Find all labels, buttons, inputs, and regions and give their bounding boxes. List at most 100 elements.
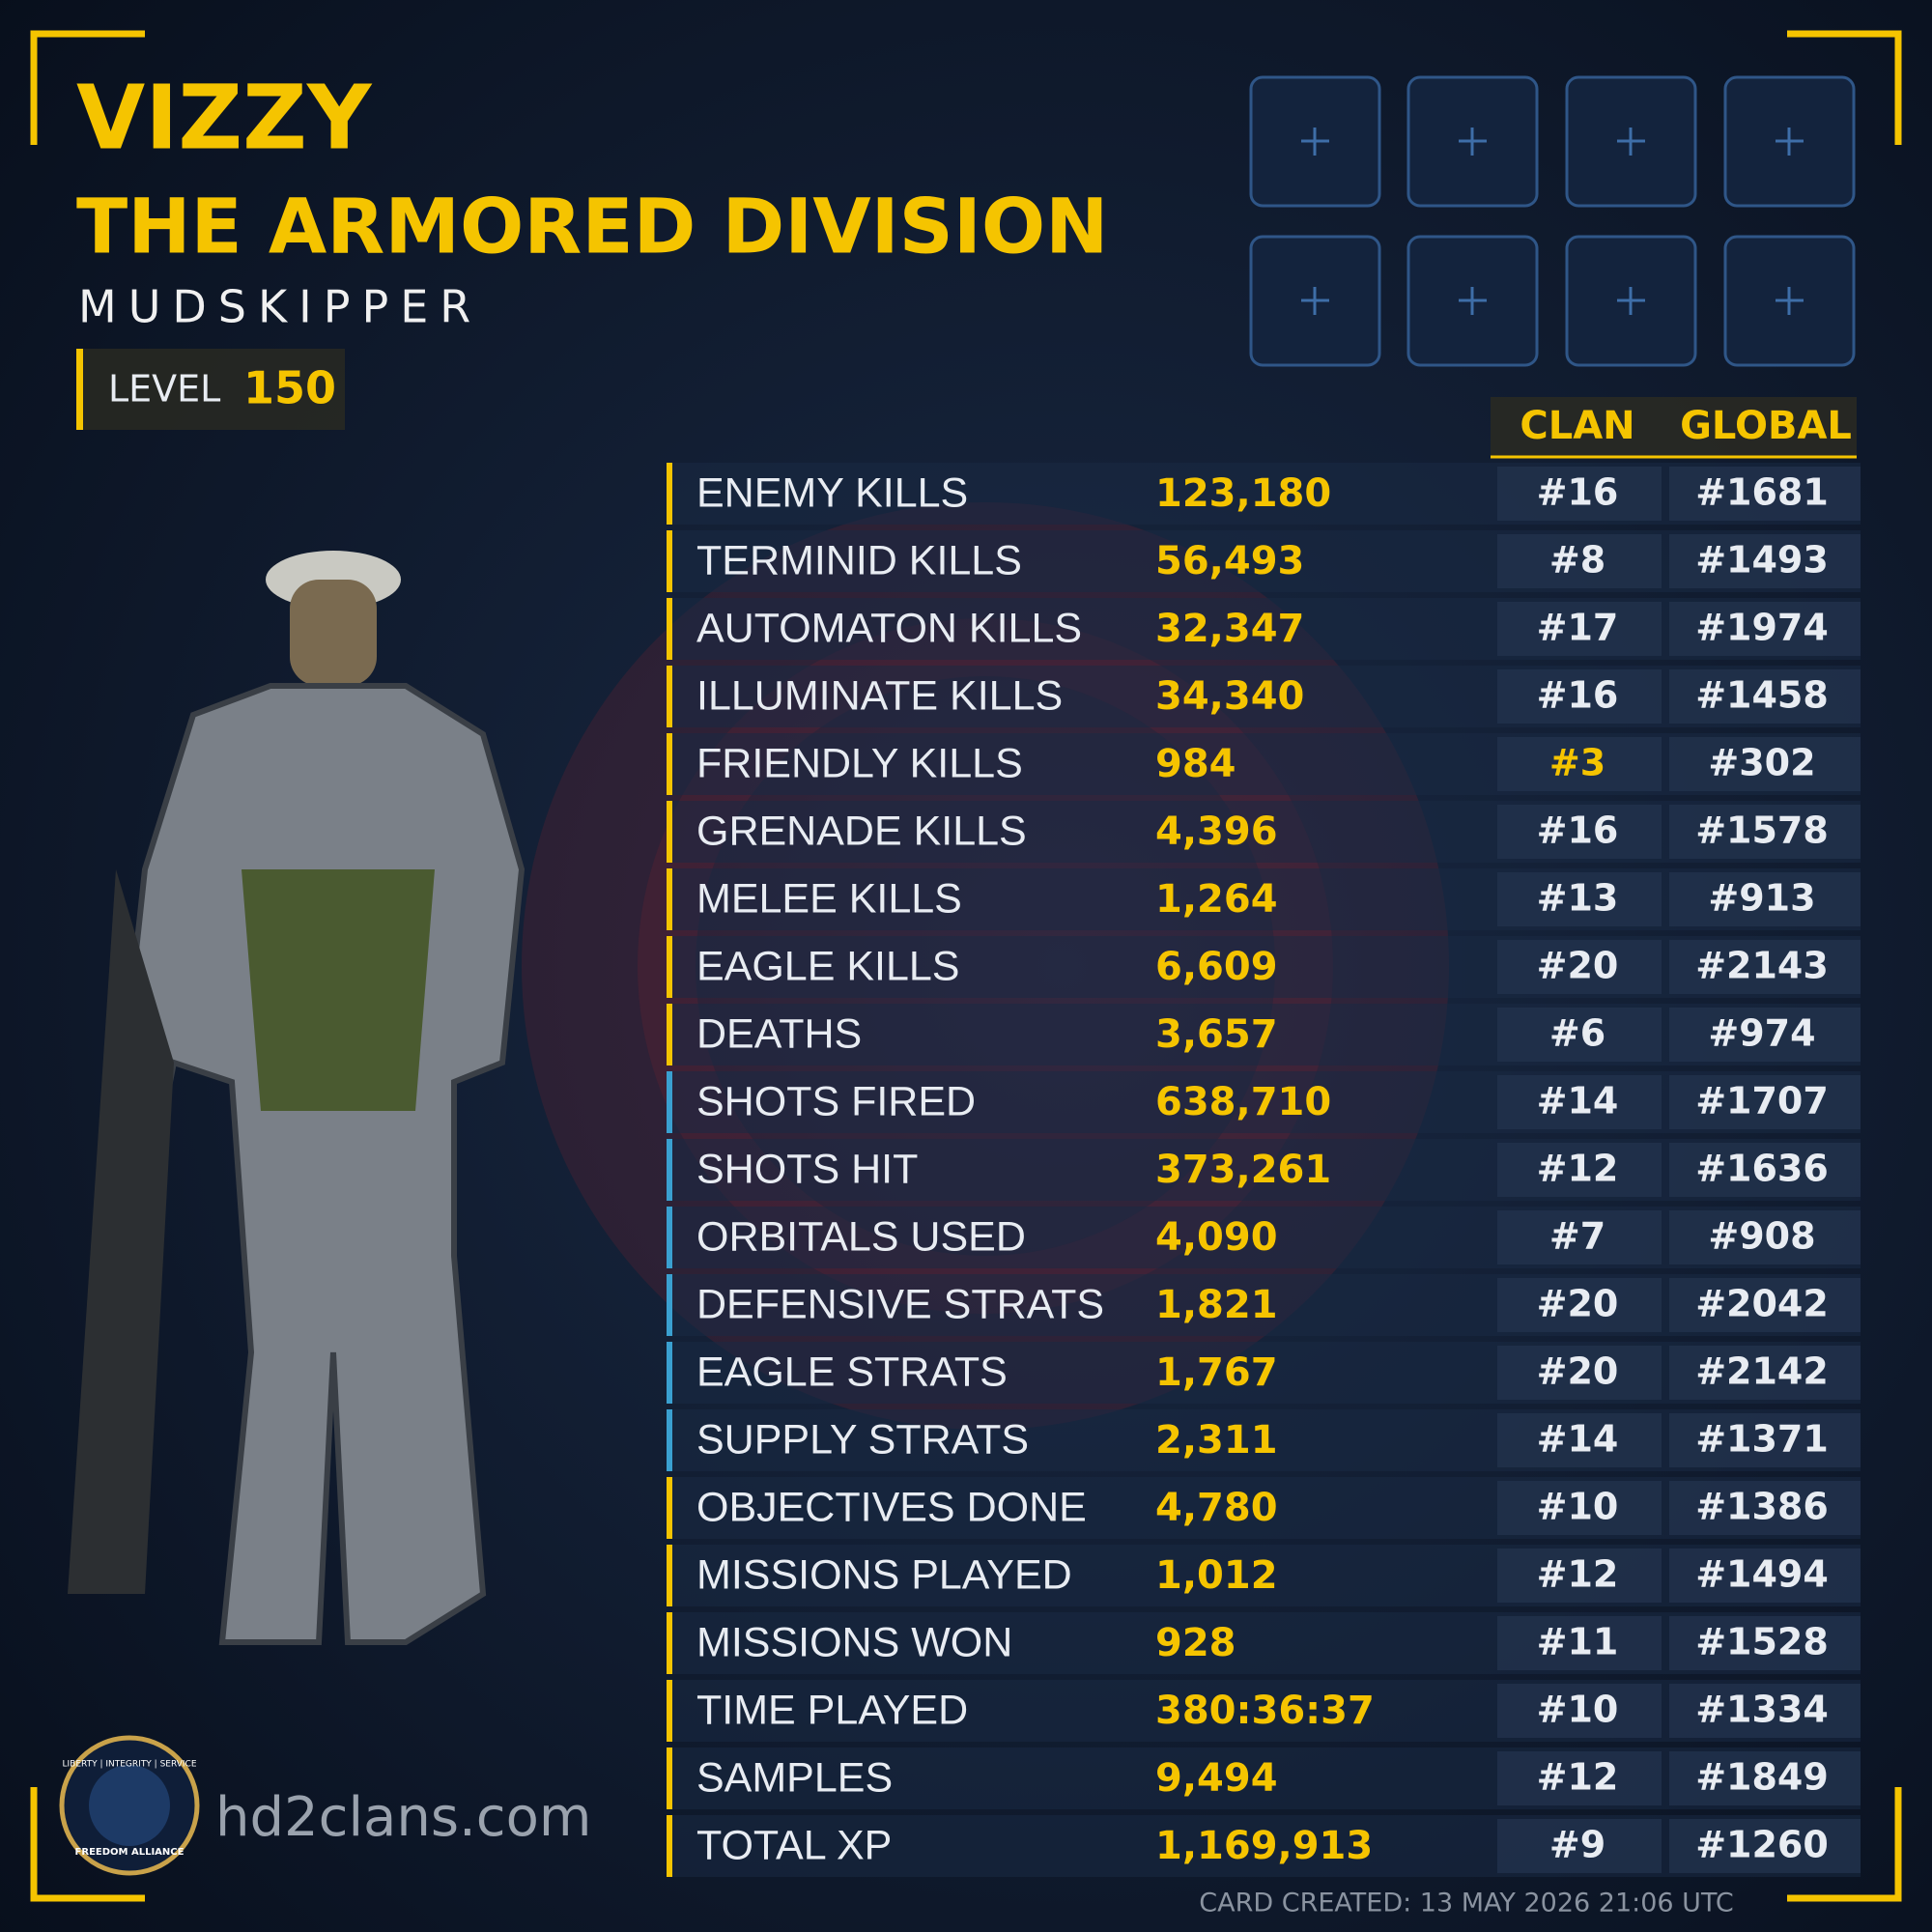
clan-rank: #17 [1537, 607, 1619, 649]
stat-label: ORBITALS USED [696, 1213, 1026, 1260]
row-band [669, 1342, 1861, 1404]
card-created: CARD CREATED: 13 MAY 2026 21:06 UTC [1199, 1889, 1733, 1918]
global-cell [1669, 1075, 1861, 1129]
row-accent [667, 530, 672, 592]
global-cell [1669, 805, 1861, 859]
slot-plus [1459, 128, 1487, 156]
stat-label: AUTOMATON KILLS [696, 605, 1082, 651]
global-rank: #1371 [1695, 1418, 1829, 1461]
global-cell [1669, 1684, 1861, 1738]
clan-name: THE ARMORED DIVISION [76, 184, 1108, 270]
stat-value: 1,767 [1155, 1350, 1278, 1395]
global-rank: #1528 [1695, 1621, 1829, 1663]
row-accent [667, 733, 672, 795]
row-accent [667, 1747, 672, 1809]
clan-cell [1497, 669, 1662, 724]
stat-value: 32,347 [1155, 607, 1304, 651]
row-band [669, 598, 1861, 660]
rank-header-box [1491, 397, 1857, 457]
stat-label: EAGLE STRATS [696, 1349, 1008, 1395]
stat-value: 984 [1155, 742, 1236, 786]
global-rank: #974 [1708, 1012, 1815, 1055]
clan-cell [1497, 1548, 1662, 1603]
equipment-slots [1249, 75, 1856, 367]
row-accent [667, 1139, 672, 1201]
global-rank: #1494 [1695, 1553, 1829, 1596]
clan-cell [1497, 1413, 1662, 1467]
rank-title: MUDSKIPPER [78, 281, 482, 333]
badge-bottom-text: FREEDOM ALLIANCE [75, 1847, 185, 1858]
slot-plus [1459, 287, 1487, 315]
global-rank: #1849 [1695, 1756, 1829, 1799]
row-band [669, 868, 1861, 930]
global-cell [1669, 1616, 1861, 1670]
clan-rank: #14 [1537, 1418, 1619, 1461]
global-rank: #908 [1708, 1215, 1815, 1258]
clan-header: CLAN [1520, 404, 1634, 448]
row-band [669, 1071, 1861, 1133]
row-band [669, 1139, 1861, 1201]
global-cell [1669, 940, 1861, 994]
row-band [669, 733, 1861, 795]
clan-cell [1497, 940, 1662, 994]
stat-value: 123,180 [1155, 471, 1331, 516]
clan-rank: #8 [1549, 539, 1605, 582]
stat-label: TOTAL XP [696, 1822, 892, 1868]
slot-plus [1617, 128, 1645, 156]
row-accent [667, 1071, 672, 1133]
row-band [669, 801, 1861, 863]
global-rank: #2143 [1695, 945, 1829, 987]
stat-value: 6,609 [1155, 945, 1278, 989]
row-band [669, 1815, 1861, 1877]
global-header: GLOBAL [1680, 404, 1852, 448]
level-accent [76, 349, 83, 430]
global-cell [1669, 1278, 1861, 1332]
clan-rank: #9 [1549, 1824, 1605, 1866]
global-rank: #1636 [1695, 1148, 1829, 1190]
clan-cell [1497, 467, 1662, 521]
clan-rank: #12 [1537, 1553, 1619, 1596]
clan-rank: #10 [1537, 1689, 1619, 1731]
clan-cell [1497, 602, 1662, 656]
character-figure [68, 551, 526, 1645]
global-cell [1669, 669, 1861, 724]
level-label: LEVEL [108, 368, 220, 411]
clan-cell [1497, 1210, 1662, 1264]
stat-label: SHOTS HIT [696, 1146, 918, 1192]
clan-cell [1497, 1684, 1662, 1738]
stat-value: 56,493 [1155, 539, 1304, 583]
row-accent [667, 801, 672, 863]
stat-value: 928 [1155, 1621, 1236, 1665]
row-band [669, 1747, 1861, 1809]
global-cell [1669, 1819, 1861, 1873]
clan-cell [1497, 1481, 1662, 1535]
stat-value: 1,169,913 [1155, 1824, 1373, 1868]
clan-cell [1497, 1616, 1662, 1670]
global-rank: #1681 [1695, 471, 1829, 514]
clan-cell [1497, 1346, 1662, 1400]
global-cell [1669, 1008, 1861, 1062]
clan-rank: #16 [1537, 471, 1619, 514]
global-rank: #2142 [1695, 1350, 1829, 1393]
stat-label: MELEE KILLS [696, 875, 962, 922]
stat-label: FRIENDLY KILLS [696, 740, 1023, 786]
row-accent [667, 1545, 672, 1606]
global-rank: #1707 [1695, 1080, 1829, 1122]
stat-value: 2,311 [1155, 1418, 1278, 1463]
row-accent [667, 936, 672, 998]
clan-rank: #13 [1537, 877, 1619, 920]
row-band [669, 1409, 1861, 1471]
row-accent [667, 1612, 672, 1674]
site-url: hd2clans.com [215, 1786, 591, 1849]
slot-plus [1301, 128, 1329, 156]
stat-label: OBJECTIVES DONE [696, 1484, 1087, 1530]
global-cell [1669, 1346, 1861, 1400]
stat-value: 638,710 [1155, 1080, 1331, 1124]
global-rank: #1260 [1695, 1824, 1829, 1866]
row-band [669, 1477, 1861, 1539]
stat-label: SUPPLY STRATS [696, 1416, 1029, 1463]
stat-label: SAMPLES [696, 1754, 893, 1801]
clan-cell [1497, 1075, 1662, 1129]
stat-label: GRENADE KILLS [696, 808, 1027, 854]
